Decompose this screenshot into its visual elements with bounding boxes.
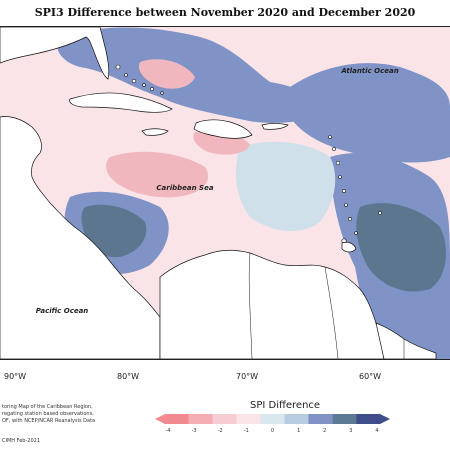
legend-tick-label: -2 bbox=[218, 428, 223, 434]
legend-colorbar: -4 -3 -2 -1 0 1 2 3 4 bbox=[155, 414, 390, 434]
legend-swatch bbox=[284, 414, 309, 424]
anomaly-region-dark-east bbox=[356, 203, 446, 292]
legend-tick-label: -1 bbox=[244, 428, 249, 434]
lon-tick-80w: 80°W bbox=[117, 372, 140, 381]
anomaly-region-dark-west bbox=[81, 204, 147, 258]
anomaly-region-light-blue bbox=[235, 141, 336, 232]
legend-swatch bbox=[356, 414, 380, 424]
footer-credit: CIMH Feb-2021 bbox=[2, 438, 41, 444]
map-canvas: Atlantic Ocean Caribbean Sea Pacific Oce… bbox=[0, 27, 450, 359]
anomaly-region-pink-north bbox=[138, 59, 195, 89]
footer-note-2: regating station based observations, bbox=[2, 411, 94, 417]
island-trinidad bbox=[341, 241, 357, 253]
footer-note-3: OF, with NCEP/NCAR Reanalysis Data bbox=[2, 418, 96, 424]
island-jamaica bbox=[141, 128, 169, 136]
country-border bbox=[248, 252, 405, 359]
legend-swatch bbox=[236, 414, 261, 424]
map-title: SPI3 Difference between November 2020 an… bbox=[34, 6, 416, 19]
footer-note-1: toring Map of the Caribbean Region, bbox=[2, 404, 93, 410]
label-atlantic-ocean: Atlantic Ocean bbox=[340, 67, 398, 75]
land-central-america bbox=[0, 116, 161, 359]
lon-tick-60w: 60°W bbox=[359, 372, 382, 381]
legend-tick-label: -4 bbox=[166, 428, 171, 434]
legend-swatch bbox=[188, 414, 213, 424]
lon-tick-90w: 90°W bbox=[4, 372, 27, 381]
island-bahamas bbox=[115, 64, 164, 95]
label-pacific-ocean: Pacific Ocean bbox=[36, 307, 89, 315]
land-guianas bbox=[375, 322, 437, 359]
legend-title: SPI Difference bbox=[250, 400, 321, 411]
legend-tick-label: 0 bbox=[271, 428, 274, 434]
legend-arrow-left bbox=[155, 414, 165, 424]
legend-swatch bbox=[165, 414, 189, 424]
legend-swatch bbox=[308, 414, 333, 424]
legend-swatch bbox=[332, 414, 357, 424]
legend-tick-label: 1 bbox=[297, 428, 300, 434]
legend-tick-label: 3 bbox=[349, 428, 352, 434]
island-hispaniola bbox=[193, 119, 253, 139]
legend-tick-label: -3 bbox=[192, 428, 197, 434]
island-cuba bbox=[69, 92, 173, 113]
label-caribbean-sea: Caribbean Sea bbox=[156, 184, 213, 192]
map-panel: Atlantic Ocean Caribbean Sea Pacific Oce… bbox=[0, 26, 450, 360]
legend-swatch bbox=[260, 414, 285, 424]
anomaly-region-pink-caribbean bbox=[106, 151, 209, 198]
legend-arrow-right bbox=[380, 414, 390, 424]
legend-tick-label: 2 bbox=[323, 428, 326, 434]
island-puerto-rico bbox=[261, 123, 289, 130]
legend-tick-label: 4 bbox=[375, 428, 378, 434]
land-north-america bbox=[0, 27, 110, 80]
legend-swatch bbox=[212, 414, 237, 424]
lon-tick-70w: 70°W bbox=[236, 372, 259, 381]
